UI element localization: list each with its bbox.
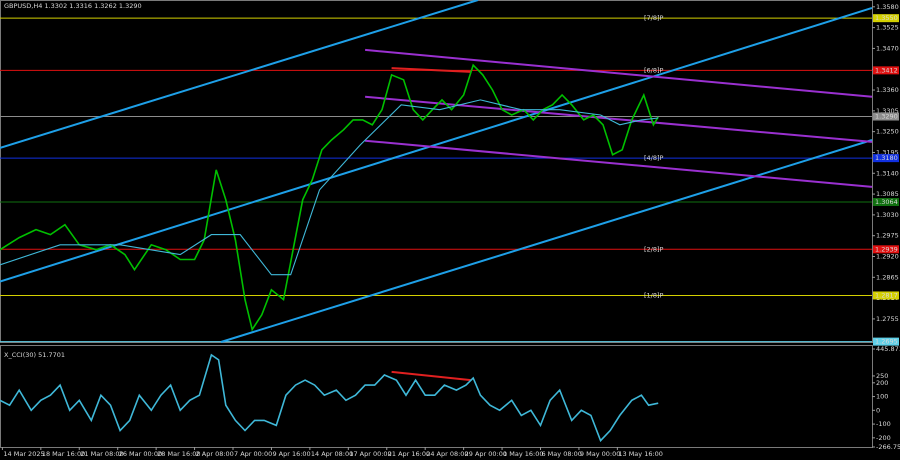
level-price-label: 1.3180 <box>875 154 898 162</box>
y-tick-label: -200 <box>876 434 891 442</box>
x-tick-label: 17 Apr 00:00 <box>349 450 391 458</box>
x-tick-label: 6 May 08:00 <box>541 450 581 458</box>
price-panel-frame <box>0 0 873 343</box>
level-price-box <box>873 14 899 23</box>
x-tick-label: 7 Apr 00:00 <box>234 450 272 458</box>
y-tick-label: 1.3195 <box>876 148 899 156</box>
y-tick-label: -266.7577 <box>876 443 900 451</box>
level-price-box <box>873 66 899 75</box>
level-price-label: 1.2695 <box>875 338 898 346</box>
series-line <box>0 353 659 443</box>
panel-title: GBPUSD,H4 1.3302 1.3316 1.3262 1.3290 <box>4 2 142 10</box>
level-price-label: 1.3064 <box>875 198 898 206</box>
series-line <box>0 99 659 276</box>
trend-line <box>220 139 873 343</box>
x-tick-label: 24 Apr 08:00 <box>426 450 468 458</box>
trend-line <box>0 0 479 149</box>
x-tick-label: 9 May 00:00 <box>580 450 620 458</box>
level-price-box <box>873 245 899 254</box>
x-tick-label: 1 May 16:00 <box>503 450 543 458</box>
x-tick-label: 26 Mar 00:00 <box>119 450 162 458</box>
level-price-box <box>873 337 899 346</box>
level-price-label: 1.3290 <box>875 113 898 121</box>
y-tick-label: 1.3580 <box>876 3 899 11</box>
y-tick-label: 1.3305 <box>876 107 899 115</box>
trend-line <box>0 6 873 283</box>
y-tick-label: 1.3140 <box>876 169 899 177</box>
y-tick-label: 200 <box>876 379 888 387</box>
x-tick-label: 28 Mar 16:00 <box>157 450 200 458</box>
level-price-label: 1.3550 <box>875 14 898 22</box>
level-price-label: 1.2939 <box>875 245 898 253</box>
panel-title: X_CCI(30) 51.7701 <box>4 351 65 359</box>
x-tick-label: 14 Apr 08:00 <box>311 450 353 458</box>
y-tick-label: 1.2975 <box>876 232 899 240</box>
trend-line <box>391 67 471 73</box>
trend-line <box>365 139 873 188</box>
x-tick-label: 13 May 16:00 <box>618 450 663 458</box>
y-tick-label: 100 <box>876 393 888 401</box>
trend-line <box>365 95 873 143</box>
y-tick-label: 250 <box>876 372 888 380</box>
y-tick-label: 1.3470 <box>876 44 899 52</box>
x-tick-label: 21 Apr 16:00 <box>388 450 430 458</box>
x-tick-label: 9 Apr 16:00 <box>272 450 310 458</box>
x-tick-label: 2 Apr 08:00 <box>196 450 234 458</box>
trend-line <box>365 48 873 98</box>
y-tick-label: 1.3360 <box>876 86 899 94</box>
level-tag: [4/8]P <box>644 154 664 162</box>
trend-line <box>391 370 471 382</box>
y-tick-label: 445.8715 <box>876 345 900 353</box>
level-price-box <box>873 154 899 163</box>
level-price-box <box>873 112 899 121</box>
level-tag: [6/8]P <box>644 66 664 74</box>
level-price-label: 1.3412 <box>875 66 898 74</box>
y-tick-label: 1.2920 <box>876 253 899 261</box>
x-tick-label: 21 Mar 08:00 <box>80 450 123 458</box>
series-line <box>0 63 659 332</box>
x-tick-label: 14 Mar 2025 <box>3 450 44 458</box>
level-price-box <box>873 291 899 300</box>
level-price-label: 1.2817 <box>875 291 898 299</box>
y-tick-label: 1.3525 <box>876 24 899 32</box>
level-price-box <box>873 198 899 207</box>
y-tick-label: 1.2755 <box>876 315 899 323</box>
y-tick-label: 0 <box>876 406 880 414</box>
y-tick-label: 1.3085 <box>876 190 899 198</box>
level-tag: [1/8]P <box>644 291 664 299</box>
x-tick-label: 29 Apr 00:00 <box>465 450 507 458</box>
level-tag: [2/8]P <box>644 245 664 253</box>
y-tick-label: -100 <box>876 420 891 428</box>
y-tick-label: 1.2865 <box>876 273 899 281</box>
y-tick-label: 1.3030 <box>876 211 899 219</box>
x-tick-label: 18 Mar 16:00 <box>42 450 85 458</box>
y-tick-label: 1.3250 <box>876 128 899 136</box>
level-tag: [7/8]P <box>644 14 664 22</box>
